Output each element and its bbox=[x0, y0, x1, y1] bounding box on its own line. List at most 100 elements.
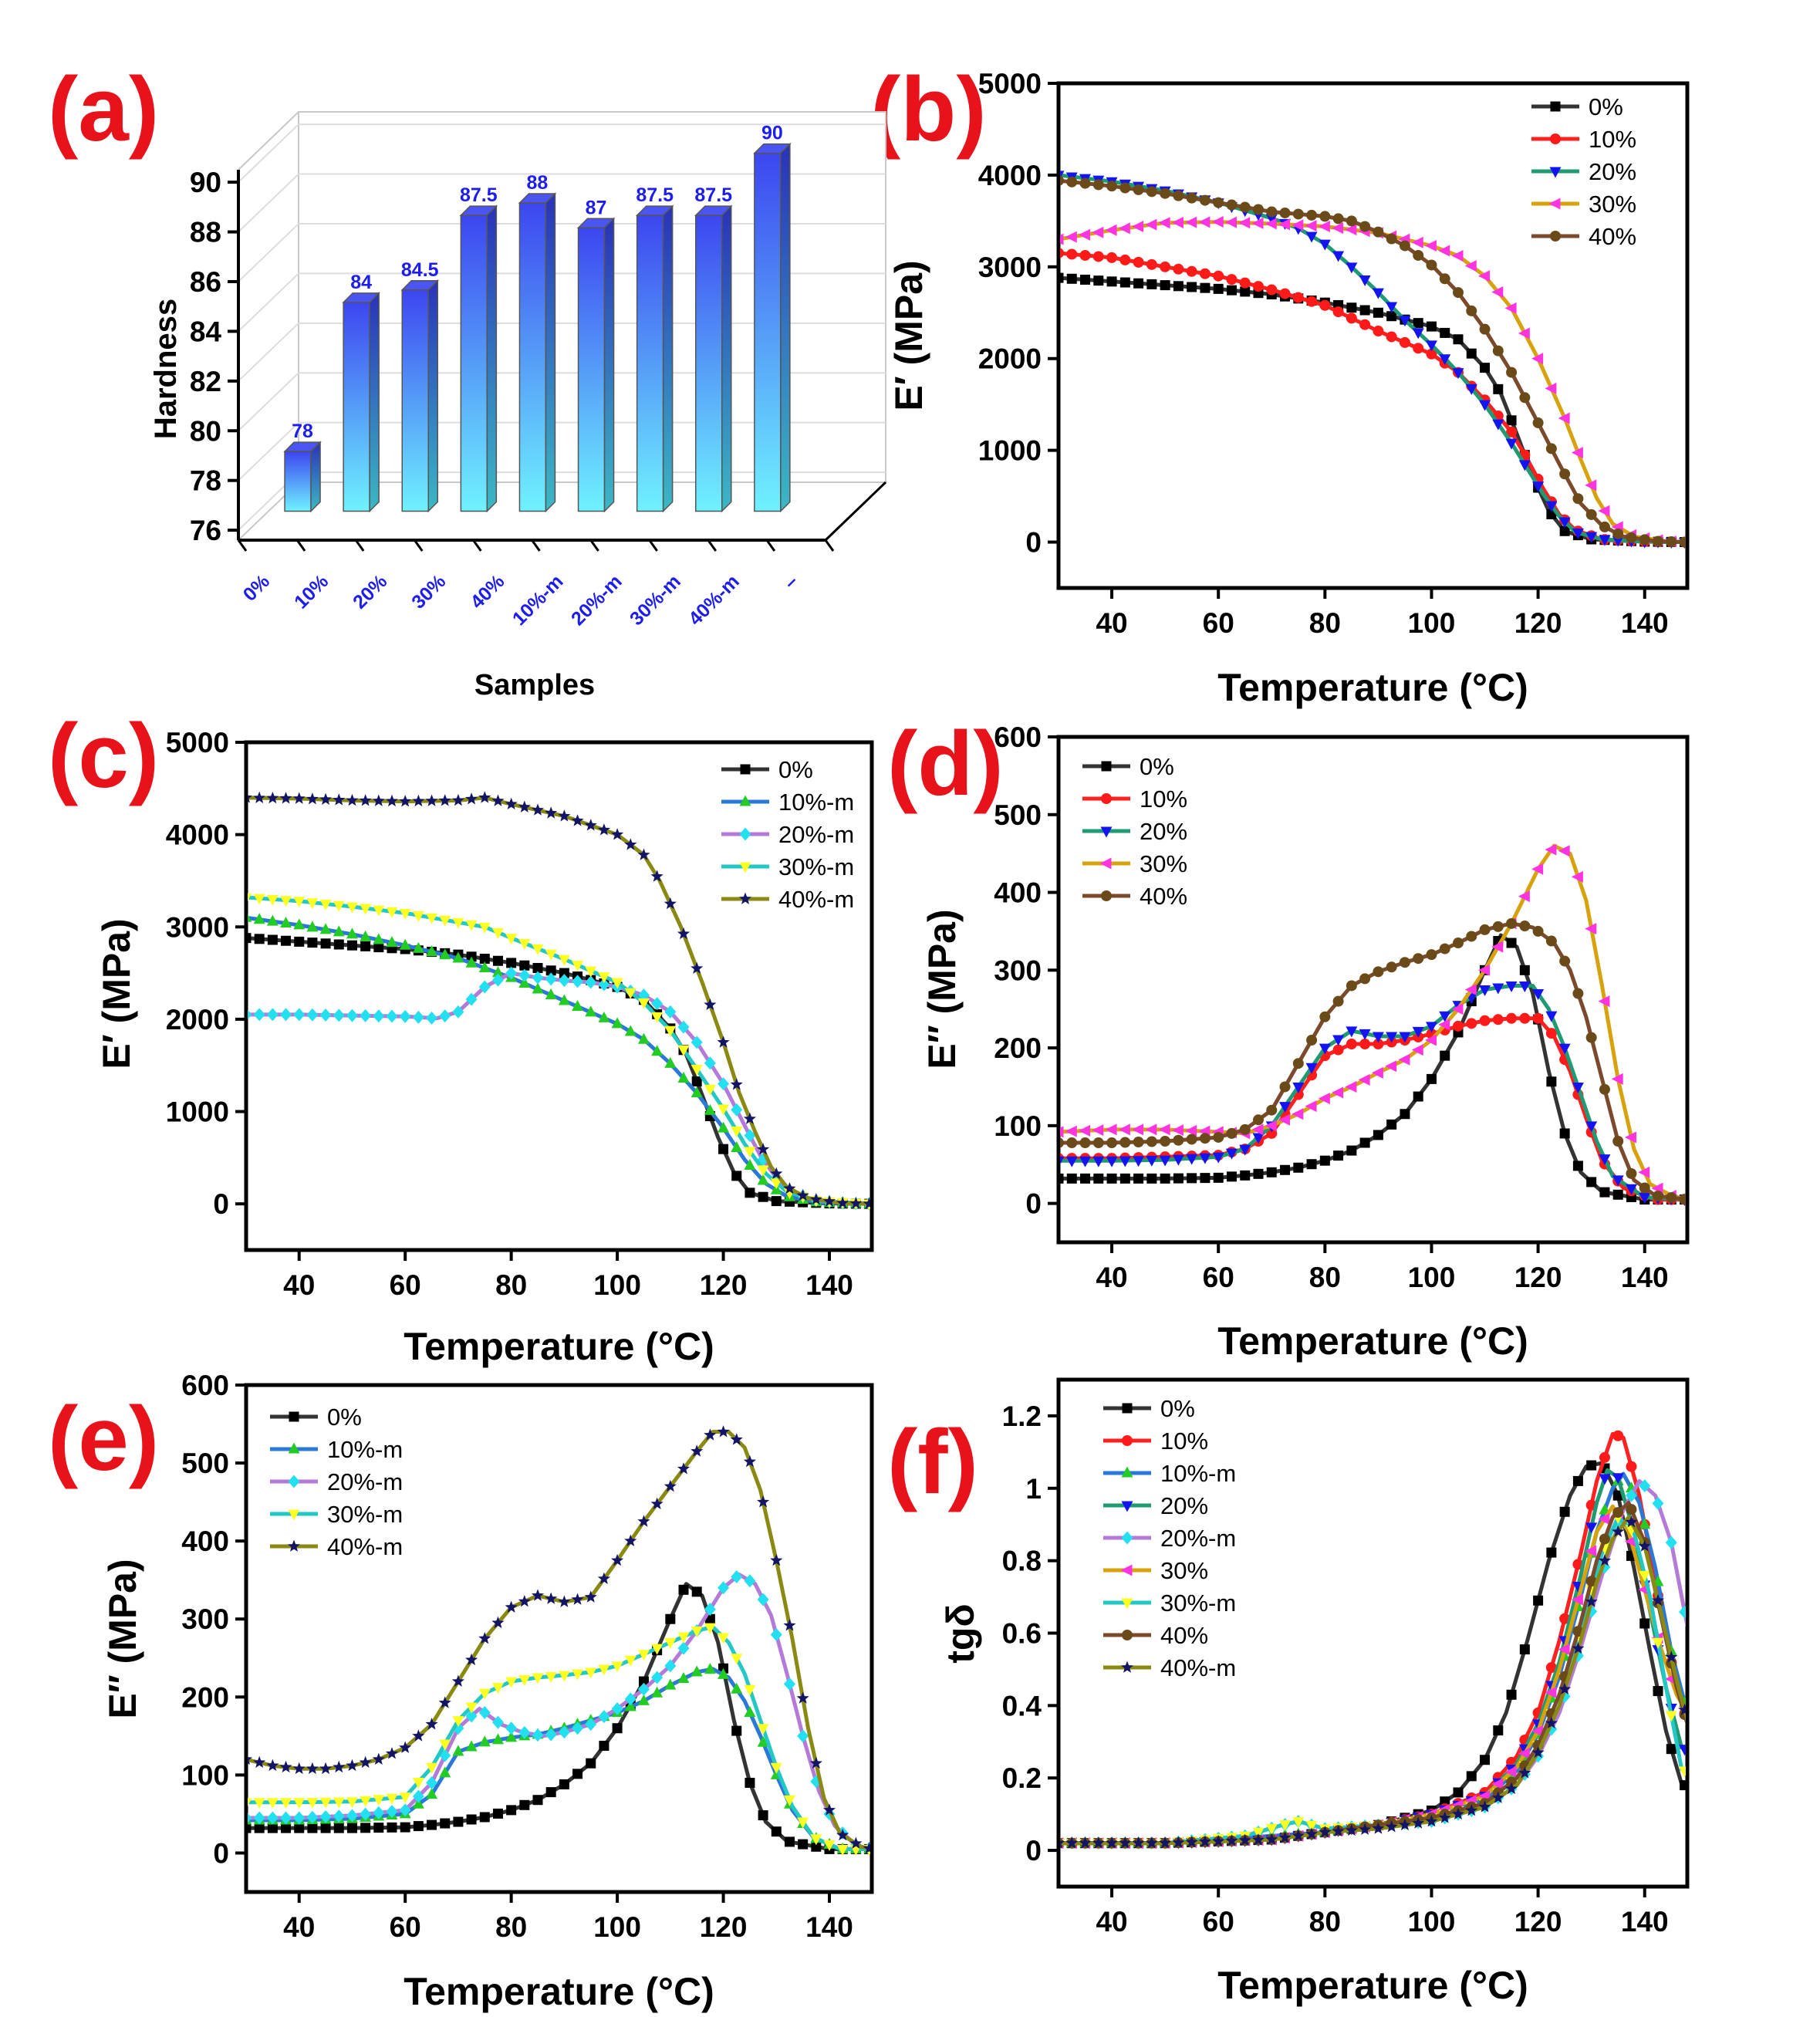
point-30pct bbox=[1060, 233, 1064, 245]
y-tick-label: 0.4 bbox=[1002, 1690, 1042, 1721]
legend-marker bbox=[739, 795, 751, 806]
point-40pct bbox=[1492, 921, 1504, 932]
point-40pct bbox=[1545, 935, 1557, 947]
y-axis-label: E″ (MPa) bbox=[101, 1559, 144, 1718]
point-40pct-m bbox=[1132, 1836, 1145, 1849]
point-0pct bbox=[281, 1823, 292, 1833]
y-tick-label: 400 bbox=[994, 877, 1042, 909]
point-40pct-m bbox=[319, 792, 333, 806]
point-40pct-m bbox=[1278, 1831, 1292, 1843]
point-10pct-m bbox=[426, 945, 438, 957]
point-10pct-m bbox=[306, 921, 319, 932]
point-30pct-m bbox=[651, 1012, 664, 1023]
point-10pct-m bbox=[677, 1672, 690, 1684]
point-0pct bbox=[638, 1676, 649, 1687]
x-tick-label: 60 bbox=[1203, 1262, 1234, 1293]
point-30pct-m bbox=[572, 961, 584, 972]
x-tick-label: 40 bbox=[1096, 1262, 1127, 1293]
point-40pct bbox=[1466, 931, 1477, 942]
point-0pct bbox=[1146, 1173, 1157, 1184]
point-30pct-m bbox=[677, 1045, 690, 1056]
panel-b-letter: (b) bbox=[870, 59, 987, 160]
bar-value-label: 87.5 bbox=[460, 184, 498, 206]
point-0pct bbox=[346, 940, 357, 951]
point-0pct bbox=[691, 1586, 702, 1597]
legend-item-10pct: 10% bbox=[1531, 126, 1636, 153]
point-30pct bbox=[1504, 1765, 1517, 1778]
point-40pct bbox=[1386, 961, 1397, 973]
point-40pct-m bbox=[597, 1572, 611, 1585]
legend-item-40pct: 40% bbox=[1103, 1622, 1208, 1649]
point-40pct-m bbox=[691, 1444, 704, 1457]
legend-item-20pct: 20% bbox=[1082, 818, 1187, 845]
point-0pct bbox=[1572, 1475, 1583, 1486]
point-0pct bbox=[1080, 274, 1091, 285]
point-20pct-m bbox=[598, 978, 610, 992]
series-30pct bbox=[1060, 1504, 1686, 1850]
point-20pct bbox=[1679, 1745, 1686, 1756]
point-40pct-m bbox=[333, 1760, 346, 1773]
point-0pct bbox=[1093, 275, 1104, 286]
point-10pct bbox=[1279, 288, 1291, 299]
point-10pct bbox=[1092, 251, 1104, 262]
point-20pct-m bbox=[797, 1729, 809, 1743]
point-20pct-m bbox=[266, 1811, 279, 1825]
point-10pct bbox=[1506, 426, 1518, 438]
point-10pct bbox=[1213, 270, 1224, 282]
legend-marker bbox=[288, 1442, 300, 1454]
point-30pct bbox=[1224, 216, 1237, 228]
series-line-30pct bbox=[1060, 220, 1686, 544]
point-30pct-m bbox=[718, 1633, 730, 1644]
point-10pct bbox=[1399, 336, 1410, 348]
x-axis-label: Temperature (°C) bbox=[404, 1970, 714, 2013]
point-40pct bbox=[1346, 980, 1357, 992]
point-30pct bbox=[1638, 1166, 1650, 1178]
bar-front bbox=[754, 152, 782, 512]
point-40pct bbox=[1060, 1137, 1064, 1148]
point-40pct bbox=[1453, 938, 1464, 949]
x-tick-mark bbox=[531, 539, 541, 552]
point-30pct bbox=[1345, 1080, 1357, 1093]
point-30pct-m bbox=[319, 899, 332, 911]
point-10pct-m bbox=[704, 1103, 716, 1115]
legend-item-20pct-m: 20%-m bbox=[721, 821, 854, 848]
point-40pct-m bbox=[849, 1836, 863, 1849]
point-30pct-m bbox=[691, 1626, 703, 1637]
point-40pct-m bbox=[319, 1762, 333, 1775]
point-20pct bbox=[1532, 481, 1545, 493]
point-10pct-m bbox=[253, 913, 265, 924]
point-10pct-m bbox=[691, 1086, 703, 1098]
point-20pct bbox=[1625, 1184, 1637, 1195]
point-20pct bbox=[1465, 383, 1477, 395]
point-20pct-m bbox=[346, 1008, 358, 1022]
point-10pct bbox=[1453, 1020, 1464, 1032]
point-0pct bbox=[387, 1822, 397, 1833]
point-10pct-m bbox=[248, 914, 252, 922]
point-20pct-m bbox=[505, 1721, 518, 1735]
point-20pct bbox=[1292, 1082, 1305, 1093]
point-0pct bbox=[492, 1808, 503, 1819]
point-0pct bbox=[1546, 1547, 1557, 1558]
point-20pct bbox=[1412, 328, 1424, 340]
point-10pct bbox=[1373, 1039, 1384, 1050]
point-20pct-m bbox=[386, 1805, 398, 1819]
point-0pct bbox=[254, 1823, 265, 1833]
point-40pct bbox=[1479, 323, 1491, 335]
series-10pct-m bbox=[248, 913, 870, 1208]
point-20pct-m bbox=[360, 1008, 372, 1022]
bar-top bbox=[753, 143, 792, 154]
point-40pct-m bbox=[1465, 1803, 1478, 1816]
point-40pct-m bbox=[1385, 1820, 1398, 1833]
point-40pct-m bbox=[359, 1755, 372, 1769]
point-30pct bbox=[1265, 218, 1277, 230]
point-20pct bbox=[1172, 1154, 1184, 1166]
point-40pct-m bbox=[333, 793, 346, 806]
x-tick-label: 40 bbox=[1096, 1906, 1127, 1938]
point-40pct-m bbox=[1438, 1811, 1451, 1823]
point-40pct-m bbox=[1598, 1554, 1612, 1566]
point-40pct-m bbox=[518, 1594, 531, 1607]
point-0pct bbox=[1680, 1780, 1686, 1791]
point-20pct-m bbox=[346, 1809, 358, 1823]
point-10pct-m bbox=[386, 936, 398, 948]
point-20pct bbox=[1452, 368, 1464, 380]
